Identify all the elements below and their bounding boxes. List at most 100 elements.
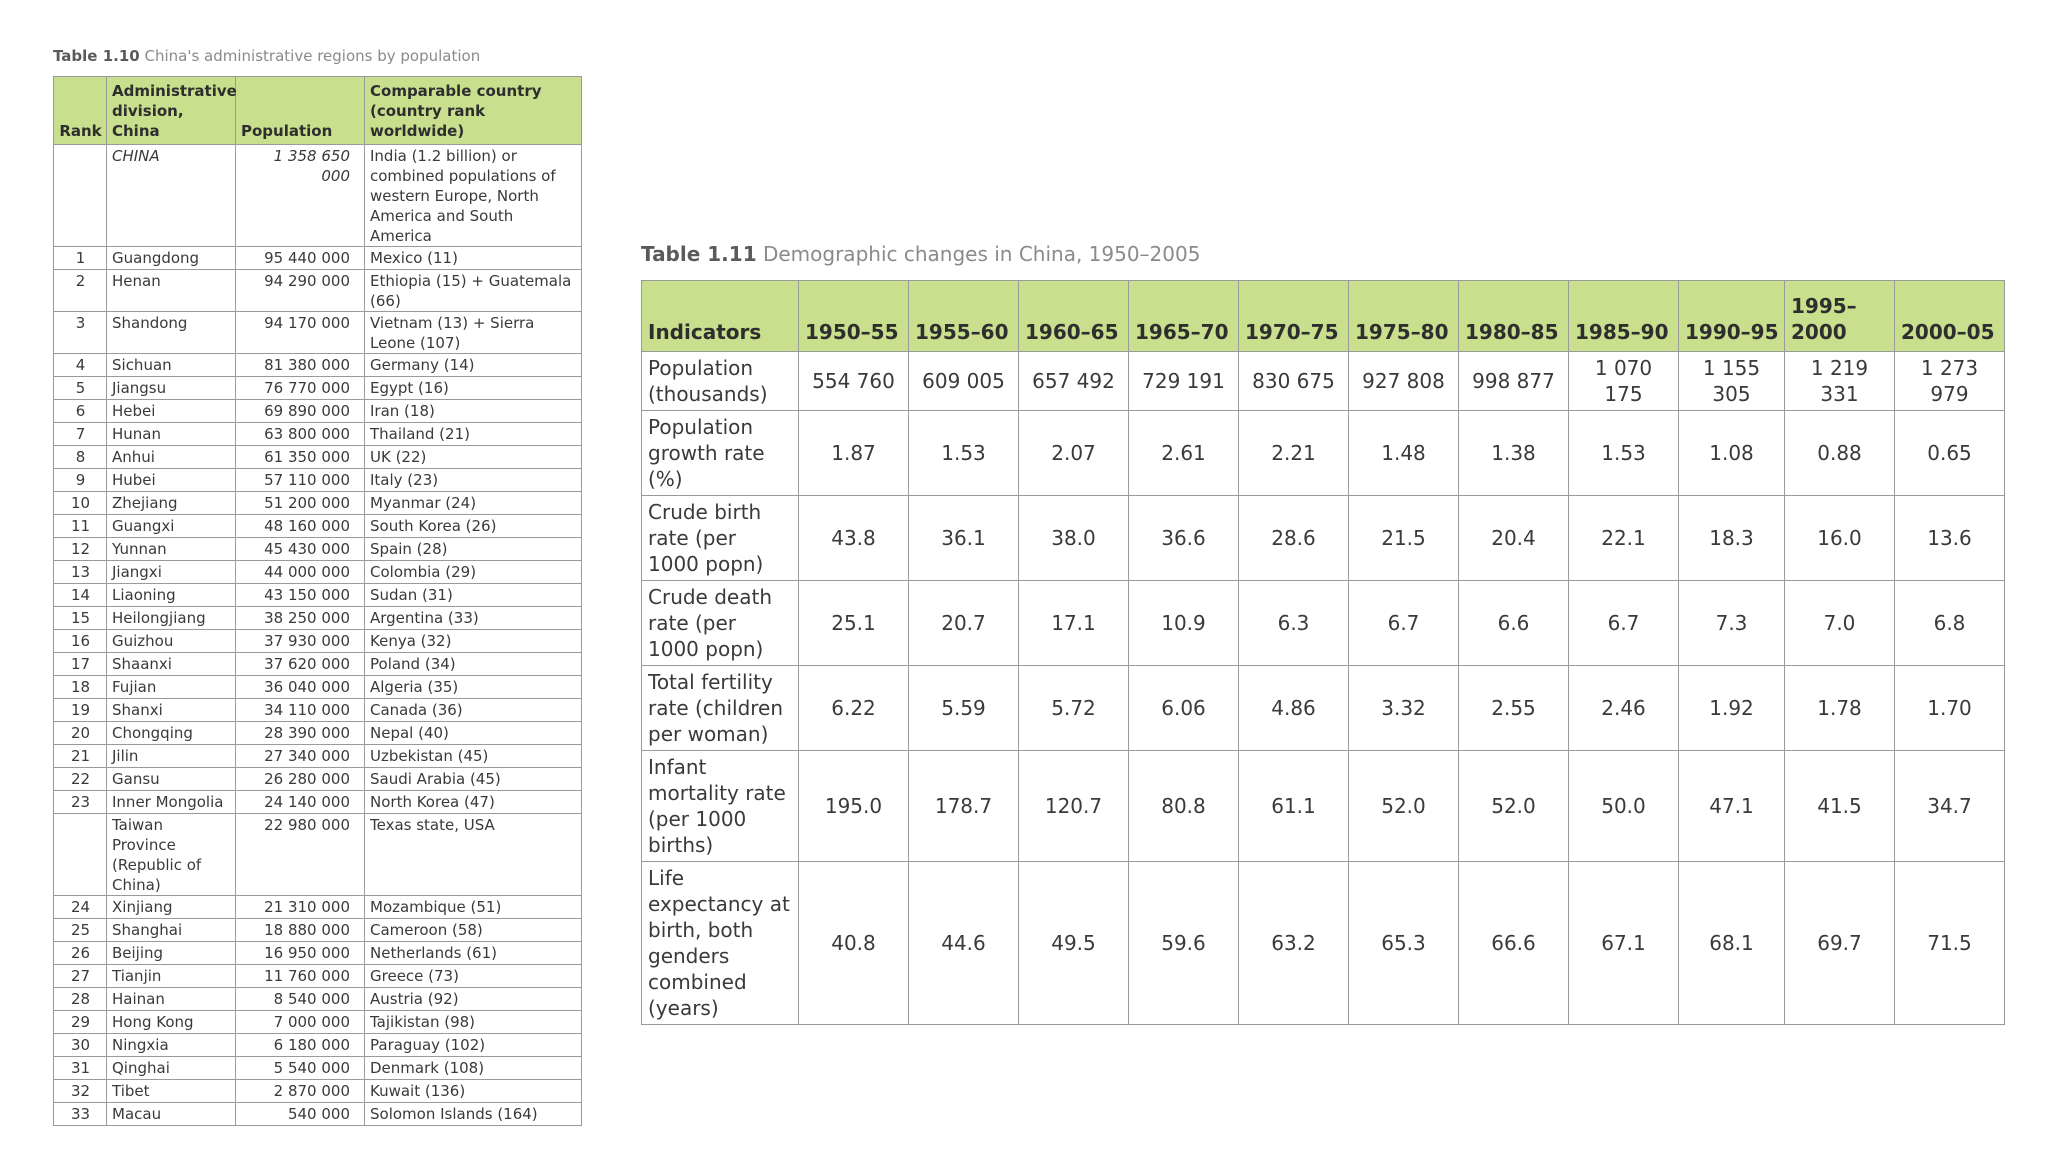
country-cell: Italy (23): [364, 468, 582, 492]
indicator-label: Population growth rate (%): [641, 410, 799, 496]
value-cell: 7.0: [1784, 580, 1895, 666]
header-rank: Rank: [53, 76, 107, 145]
value-cell: 22.1: [1568, 495, 1679, 581]
division-cell: Chongqing: [106, 721, 236, 745]
value-cell: 6.7: [1568, 580, 1679, 666]
division-cell: Jiangxi: [106, 560, 236, 584]
value-cell: 1 155 305: [1678, 351, 1785, 411]
population-cell: 51 200 000: [235, 491, 365, 515]
country-cell: Thailand (21): [364, 422, 582, 446]
country-cell: Nepal (40): [364, 721, 582, 745]
country-cell: Colombia (29): [364, 560, 582, 584]
value-cell: 1.92: [1678, 665, 1785, 751]
rank-cell: 32: [53, 1079, 107, 1103]
population-cell: 540 000: [235, 1102, 365, 1126]
value-cell: 1.38: [1458, 410, 1569, 496]
division-cell: Inner Mongolia: [106, 790, 236, 814]
division-cell: Macau: [106, 1102, 236, 1126]
indicator-label: Infant mortality rate (per 1000 births): [641, 750, 799, 862]
country-cell: Austria (92): [364, 987, 582, 1011]
rank-cell: 28: [53, 987, 107, 1011]
population-cell: 8 540 000: [235, 987, 365, 1011]
country-cell: UK (22): [364, 445, 582, 469]
country-cell: Egypt (16): [364, 376, 582, 400]
division-cell: Zhejiang: [106, 491, 236, 515]
rank-cell: 27: [53, 964, 107, 988]
value-cell: 6.22: [798, 665, 909, 751]
division-cell: Yunnan: [106, 537, 236, 561]
population-cell: 2 870 000: [235, 1079, 365, 1103]
population-cell: 11 760 000: [235, 964, 365, 988]
rank-cell: 30: [53, 1033, 107, 1057]
division-cell: Jiangsu: [106, 376, 236, 400]
rank-cell: 24: [53, 895, 107, 919]
value-cell: 59.6: [1128, 861, 1239, 1025]
header-period: 1960–65: [1018, 280, 1129, 352]
rank-cell: 22: [53, 767, 107, 791]
value-cell: 6.3: [1238, 580, 1349, 666]
population-cell: 34 110 000: [235, 698, 365, 722]
value-cell: 40.8: [798, 861, 909, 1025]
country-cell: Saudi Arabia (45): [364, 767, 582, 791]
population-cell: 94 290 000: [235, 269, 365, 312]
country-cell: Algeria (35): [364, 675, 582, 699]
division-cell: Beijing: [106, 941, 236, 965]
rank-cell: 9: [53, 468, 107, 492]
value-cell: 927 808: [1348, 351, 1459, 411]
country-cell: Greece (73): [364, 964, 582, 988]
table-row: 17 Shaanxi 37 620 000 Poland (34): [53, 652, 582, 676]
table-row: 14 Liaoning 43 150 000 Sudan (31): [53, 583, 582, 607]
population-cell: 57 110 000: [235, 468, 365, 492]
value-cell: 63.2: [1238, 861, 1349, 1025]
table-row: 20 Chongqing 28 390 000 Nepal (40): [53, 721, 582, 745]
value-cell: 0.88: [1784, 410, 1895, 496]
value-cell: 44.6: [908, 861, 1019, 1025]
population-cell: 27 340 000: [235, 744, 365, 768]
population-cell: 45 430 000: [235, 537, 365, 561]
rank-cell: 14: [53, 583, 107, 607]
value-cell: 13.6: [1894, 495, 2005, 581]
country-cell: Mozambique (51): [364, 895, 582, 919]
population-cell: 95 440 000: [235, 246, 365, 270]
value-cell: 25.1: [798, 580, 909, 666]
population-cell: 6 180 000: [235, 1033, 365, 1057]
header-period: 1995–2000: [1784, 280, 1895, 352]
value-cell: 0.65: [1894, 410, 2005, 496]
rank-cell: 33: [53, 1102, 107, 1126]
population-cell: 21 310 000: [235, 895, 365, 919]
rank-cell: 23: [53, 790, 107, 814]
header-period: 2000–05: [1894, 280, 2005, 352]
rank-cell: 10: [53, 491, 107, 515]
population-cell: 16 950 000: [235, 941, 365, 965]
value-cell: 66.6: [1458, 861, 1569, 1025]
value-cell: 36.6: [1128, 495, 1239, 581]
table-row: 12 Yunnan 45 430 000 Spain (28): [53, 537, 582, 561]
division-cell: Shaanxi: [106, 652, 236, 676]
value-cell: 69.7: [1784, 861, 1895, 1025]
table-row: 32 Tibet 2 870 000 Kuwait (136): [53, 1079, 582, 1103]
division-cell: Hubei: [106, 468, 236, 492]
table-1-10-title: China's administrative regions by popula…: [144, 47, 481, 65]
table-row: 23 Inner Mongolia 24 140 000 North Korea (4…: [53, 790, 582, 814]
country-cell: Vietnam (13) + Sierra Leone (107): [364, 311, 582, 354]
population-cell: 76 770 000: [235, 376, 365, 400]
population-cell: 26 280 000: [235, 767, 365, 791]
division-cell: Hebei: [106, 399, 236, 423]
country-cell: Sudan (31): [364, 583, 582, 607]
population-cell: 5 540 000: [235, 1056, 365, 1080]
value-cell: 1.53: [1568, 410, 1679, 496]
value-cell: 1 219 331: [1784, 351, 1895, 411]
rank-cell: 11: [53, 514, 107, 538]
value-cell: 80.8: [1128, 750, 1239, 862]
country-cell: India (1.2 billion) or combined populati…: [364, 144, 582, 247]
header-period: 1990–95: [1678, 280, 1785, 352]
value-cell: 195.0: [798, 750, 909, 862]
value-cell: 21.5: [1348, 495, 1459, 581]
division-cell: Xinjiang: [106, 895, 236, 919]
division-cell: Shanxi: [106, 698, 236, 722]
division-cell: Guizhou: [106, 629, 236, 653]
rank-cell: 12: [53, 537, 107, 561]
country-cell: Ethiopia (15) + Guatemala (66): [364, 269, 582, 312]
rank-cell: 8: [53, 445, 107, 469]
population-cell: 24 140 000: [235, 790, 365, 814]
